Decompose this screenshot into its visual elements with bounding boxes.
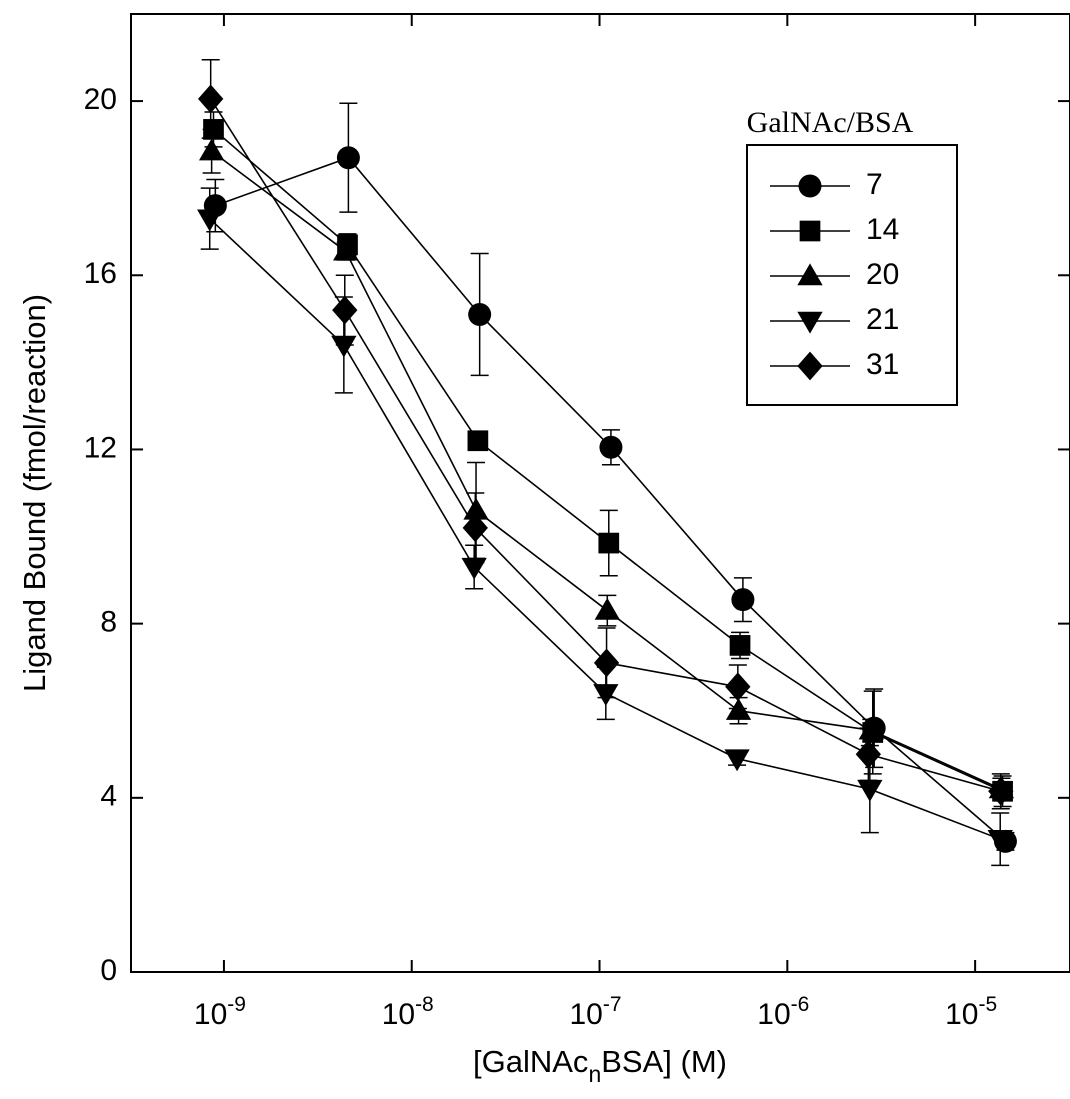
data-point xyxy=(197,209,223,232)
data-point xyxy=(593,684,619,706)
data-point xyxy=(468,302,492,326)
data-point xyxy=(855,739,881,769)
y-axis-title: Ligand Bound (fmol/reaction) xyxy=(17,294,52,692)
x-tick-label: 10-9 xyxy=(194,993,246,1031)
x-tick-label: 10-6 xyxy=(757,993,809,1031)
x-tick-label: 10-8 xyxy=(382,993,434,1031)
data-point xyxy=(336,146,360,170)
x-axis-title-main: [GalNAc xyxy=(473,1044,588,1079)
series-31 xyxy=(198,58,1014,810)
legend-label: 31 xyxy=(866,348,899,381)
legend-label: 20 xyxy=(866,258,899,291)
data-point xyxy=(198,138,225,161)
x-axis: 10-9 10-8 10-7 10-6 10-5 xyxy=(194,14,997,1031)
data-point xyxy=(857,779,883,802)
x-axis-title-subscript: n xyxy=(588,1061,601,1087)
y-tick-label: 4 xyxy=(100,780,117,813)
legend-label: 14 xyxy=(866,213,899,246)
data-point xyxy=(594,597,620,620)
legend-item-31: 31 xyxy=(770,348,899,381)
y-tick-label: 20 xyxy=(84,83,117,116)
y-tick-label: 0 xyxy=(100,954,117,987)
x-axis-title: [GalNAcnBSA] (M) xyxy=(473,1044,727,1087)
legend-marker xyxy=(797,311,823,334)
data-point xyxy=(599,435,623,459)
plot-area xyxy=(197,58,1017,867)
legend-item-21: 21 xyxy=(770,303,899,336)
data-point xyxy=(987,829,1013,852)
data-point xyxy=(731,588,755,612)
legend-box xyxy=(746,144,958,406)
data-point xyxy=(593,648,620,678)
data-point xyxy=(462,513,488,543)
legend-item-14: 14 xyxy=(770,213,899,246)
legend-title: GalNAc/BSA xyxy=(747,106,914,139)
data-point xyxy=(331,335,357,358)
legend-item-7: 7 xyxy=(770,168,883,201)
legend-marker xyxy=(797,351,823,381)
y-axis: 0 4 8 12 16 20 xyxy=(84,83,1070,987)
data-point xyxy=(332,295,358,325)
x-axis-title-tail: BSA] (M) xyxy=(601,1044,727,1079)
data-point xyxy=(598,532,620,554)
data-point xyxy=(724,749,750,772)
x-tick-label: 10-7 xyxy=(570,993,622,1031)
y-tick-label: 16 xyxy=(84,257,117,290)
series-20 xyxy=(198,128,1015,801)
data-point xyxy=(988,776,1014,806)
legend: GalNAc/BSA 7 14 20 21 31 xyxy=(746,106,958,406)
legend-marker xyxy=(798,174,822,198)
legend-marker xyxy=(797,263,823,286)
data-point xyxy=(467,430,489,452)
y-tick-label: 8 xyxy=(100,606,117,639)
y-tick-label: 12 xyxy=(84,431,117,464)
data-point xyxy=(725,672,751,702)
legend-items: 7 14 20 21 31 xyxy=(770,168,899,381)
legend-label: 21 xyxy=(866,303,899,336)
data-point xyxy=(729,635,751,656)
plot-frame xyxy=(130,13,1070,973)
legend-label: 7 xyxy=(866,168,883,201)
legend-item-20: 20 xyxy=(770,258,899,291)
data-point xyxy=(198,84,224,114)
legend-marker xyxy=(799,220,821,242)
data-point xyxy=(333,238,359,261)
x-tick-label: 10-5 xyxy=(945,993,997,1031)
